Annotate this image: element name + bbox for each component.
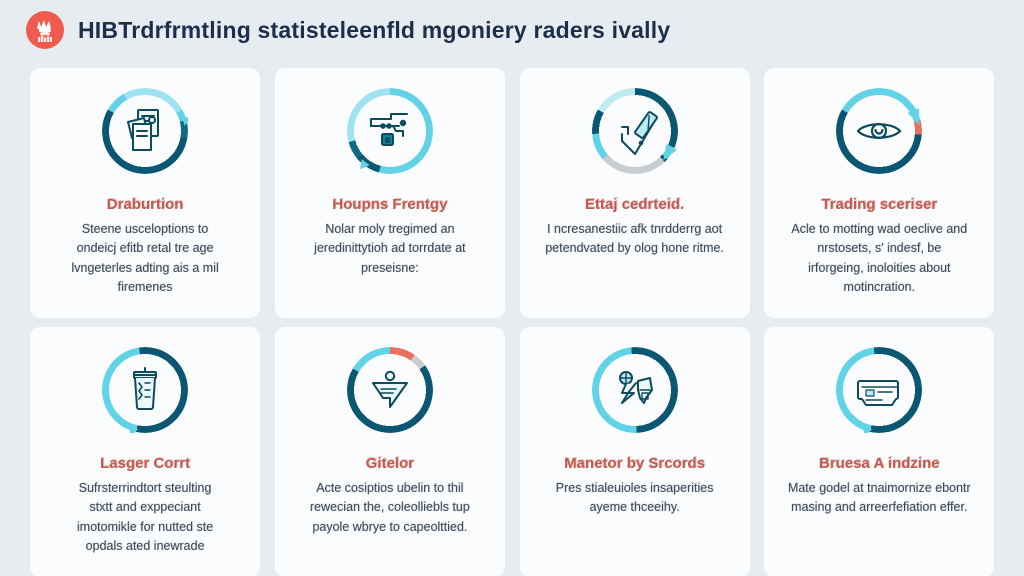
svg-text:a: a — [385, 137, 389, 144]
